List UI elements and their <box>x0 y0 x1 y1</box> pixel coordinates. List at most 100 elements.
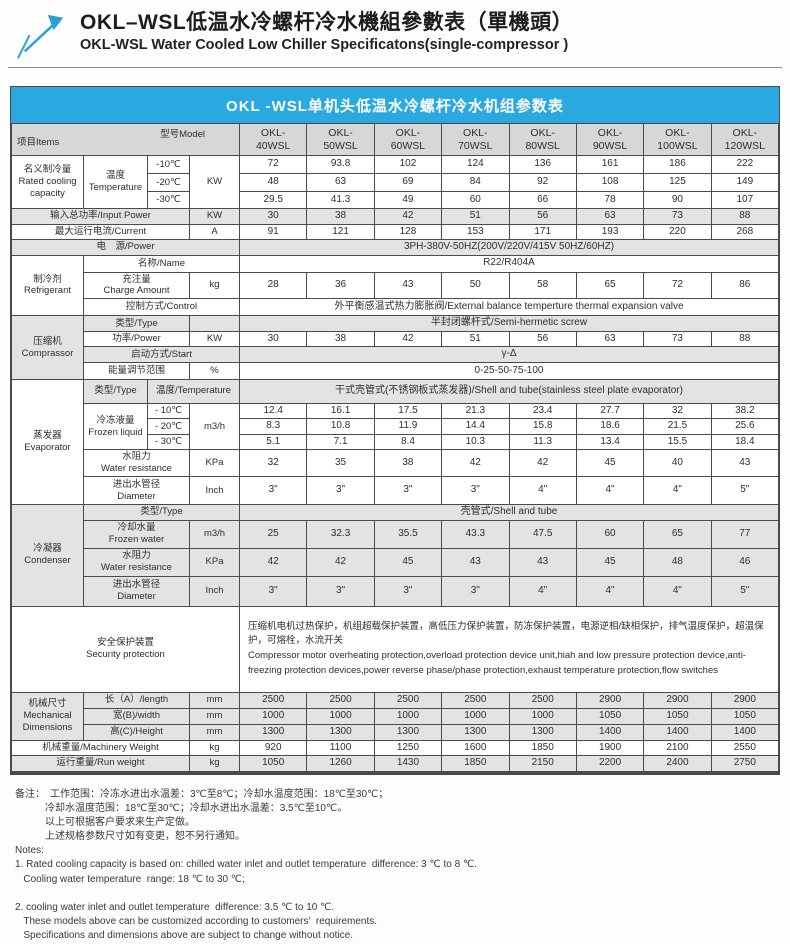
value-cell: 半封闭螺杆式/Semi-hermetic screw <box>239 315 779 332</box>
value-cell: 91 <box>238 223 308 240</box>
row-label: 水阻力 Water resistance <box>83 449 190 477</box>
value-cell: 108 <box>575 173 645 192</box>
value-cell: 11.9 <box>373 418 443 435</box>
table-row: 压缩机 Comprassor 类型/Type 半封闭螺杆式/Semi-hermeti… <box>11 315 779 380</box>
value-cell: 2500 <box>508 691 577 709</box>
value-cell: 1000 <box>441 707 510 725</box>
row-label: 类型/Type <box>83 504 240 521</box>
corner-model-label: 型号Model <box>160 129 205 140</box>
value-cell: 1300 <box>238 723 308 741</box>
unit-cell: KW <box>189 330 240 348</box>
note-line: These models above can be customized acc… <box>15 916 378 927</box>
spec-table-body: 项目Items 型号Model OKL- 40WSL OKL- 50WSL OKL- 6… <box>11 123 780 772</box>
model-header-cell: OKL- 100WSL <box>643 123 712 156</box>
value-cell: 45 <box>373 547 443 577</box>
table-row: 冷冻液量 Frozen liquid - 10℃ m3/h 12.4 16.1 17.5 2… <box>12 402 780 451</box>
value-cell: 2500 <box>441 691 510 709</box>
header-divider <box>8 67 782 68</box>
row-label: 进出水管径 Diameter <box>83 476 190 505</box>
table-row: 名义制冷量 Rated cooling capacity 温度 Temperatu… <box>11 155 780 209</box>
table-row: -20℃ 48 63 69 84 92 108 125 149 <box>12 173 780 192</box>
value-cell: 93.8 <box>306 155 375 174</box>
table-row: 进出水管径 Diameter Inch 3" 3" 3" 3" 4" 4" 4" 5" <box>12 575 780 607</box>
value-cell: 5.1 <box>238 433 308 451</box>
value-cell: 4" <box>575 575 645 607</box>
value-cell: 102 <box>373 155 443 174</box>
value-cell: 268 <box>710 223 780 240</box>
value-cell: 13.4 <box>575 433 645 451</box>
note-line: 以上可根据客户要求来生产定做。 <box>15 816 195 828</box>
value-cell: 2750 <box>710 755 780 772</box>
value-cell: 107 <box>710 191 780 209</box>
table-row: 进出水管径 Diameter Inch 3" 3" 3" 3" 4" 4" 4" 5" <box>12 476 780 505</box>
value-cell: 3PH-380V-50HZ(200V/220V/415V 50HZ/60HZ) <box>239 239 779 256</box>
value-cell: 21.3 <box>441 402 510 420</box>
page-titles: OKL–WSL低温水冷螺杆冷水機組參數表（單機頭） OKL-WSL Water … <box>80 10 573 53</box>
unit-cell: kg <box>189 271 240 300</box>
value-cell: 3" <box>238 575 308 607</box>
row-label: 冷却水量 Frozen water <box>83 519 190 549</box>
value-cell: 43 <box>373 271 443 300</box>
value-cell: 3" <box>306 476 375 505</box>
corner-header-cell: 项目Items 型号Model <box>11 123 240 156</box>
value-cell: 18.6 <box>575 418 645 435</box>
value-cell: 2900 <box>710 691 780 709</box>
row-label: 充注量 Charge Amount <box>83 271 190 300</box>
value-cell: 42 <box>306 547 375 577</box>
section-label: 机械尺寸 Mechanical Dimensions <box>11 691 84 741</box>
row-label: 温度 Temperature <box>83 155 148 209</box>
value-cell: 1050 <box>575 707 645 725</box>
value-cell: 73 <box>643 330 712 348</box>
value-cell: 42 <box>238 547 308 577</box>
table-row: - 30℃ 5.1 7.1 8.4 10.3 11.3 13.4 15.5 18.4 <box>12 433 780 451</box>
value-cell: 2400 <box>643 755 712 772</box>
unit-cell: Inch <box>189 575 240 607</box>
table-row: 启动方式/Start γ-Δ <box>12 346 779 363</box>
row-label: 名称/Name <box>83 254 240 273</box>
value-cell: 58 <box>508 271 577 300</box>
row-label: 功率/Power <box>83 330 190 348</box>
note-line: 上述规格参数尺寸如有变更，恕不另行通知。 <box>15 831 245 843</box>
value-cell: 3" <box>306 575 375 607</box>
table-row: 水阻力 Water resistance KPa 42 42 45 43 43 45 48 46 <box>12 547 780 577</box>
value-cell: 8.4 <box>373 433 443 451</box>
unit-cell: KW <box>189 155 240 209</box>
value-cell: 1400 <box>575 723 645 741</box>
value-cell: 8.3 <box>238 418 308 435</box>
value-cell: 29.5 <box>238 191 308 209</box>
table-row: 功率/Power KW 30 38 42 51 56 63 73 88 <box>12 330 780 348</box>
value-cell: 1300 <box>373 723 443 741</box>
value-cell: 12.4 <box>238 402 308 420</box>
unit-cell: mm <box>189 707 240 725</box>
unit-cell: kg <box>189 755 240 772</box>
row-label: 机械重量/Machinery Weight <box>11 739 190 756</box>
value-cell: 121 <box>306 223 375 240</box>
unit-cell: A <box>189 223 240 240</box>
value-cell: 32 <box>238 449 308 477</box>
value-cell: 222 <box>710 155 780 174</box>
value-cell: 2900 <box>575 691 645 709</box>
unit-cell: mm <box>189 691 240 709</box>
value-cell: 35.5 <box>373 519 443 549</box>
value-cell: 1250 <box>373 739 443 756</box>
value-cell: 1000 <box>373 707 443 725</box>
model-header-cell: OKL- 120WSL <box>710 123 780 156</box>
value-cell: 90 <box>643 191 712 209</box>
value-cell: 1100 <box>306 739 375 756</box>
value-cell: 4" <box>508 476 577 505</box>
page-title-zh: OKL–WSL低温水冷螺杆冷水機組參數表（單機頭） <box>80 11 574 34</box>
note-line <box>15 887 790 901</box>
note-line: 1. Rated cooling capacity is based on: c… <box>15 859 477 871</box>
table-row: 能量调节范围% 0-25-50-75-100 <box>12 361 779 380</box>
row-label: -30℃ <box>147 191 190 209</box>
value-cell: 40 <box>643 449 712 477</box>
unit-cell: % <box>189 361 240 380</box>
unit-cell: Inch <box>189 476 240 505</box>
value-cell: 49 <box>373 191 443 209</box>
note-line: 备注： 工作范围：冷冻水进出水温差：3℃至8℃；冷却水温度范围：18℃至30℃； <box>15 788 389 800</box>
unit-cell: m3/h <box>189 402 240 451</box>
row-label: 进出水管径 Diameter <box>83 575 190 607</box>
value-cell: 86 <box>710 271 780 300</box>
value-cell: 1300 <box>508 723 577 741</box>
value-cell: 43 <box>710 449 780 477</box>
